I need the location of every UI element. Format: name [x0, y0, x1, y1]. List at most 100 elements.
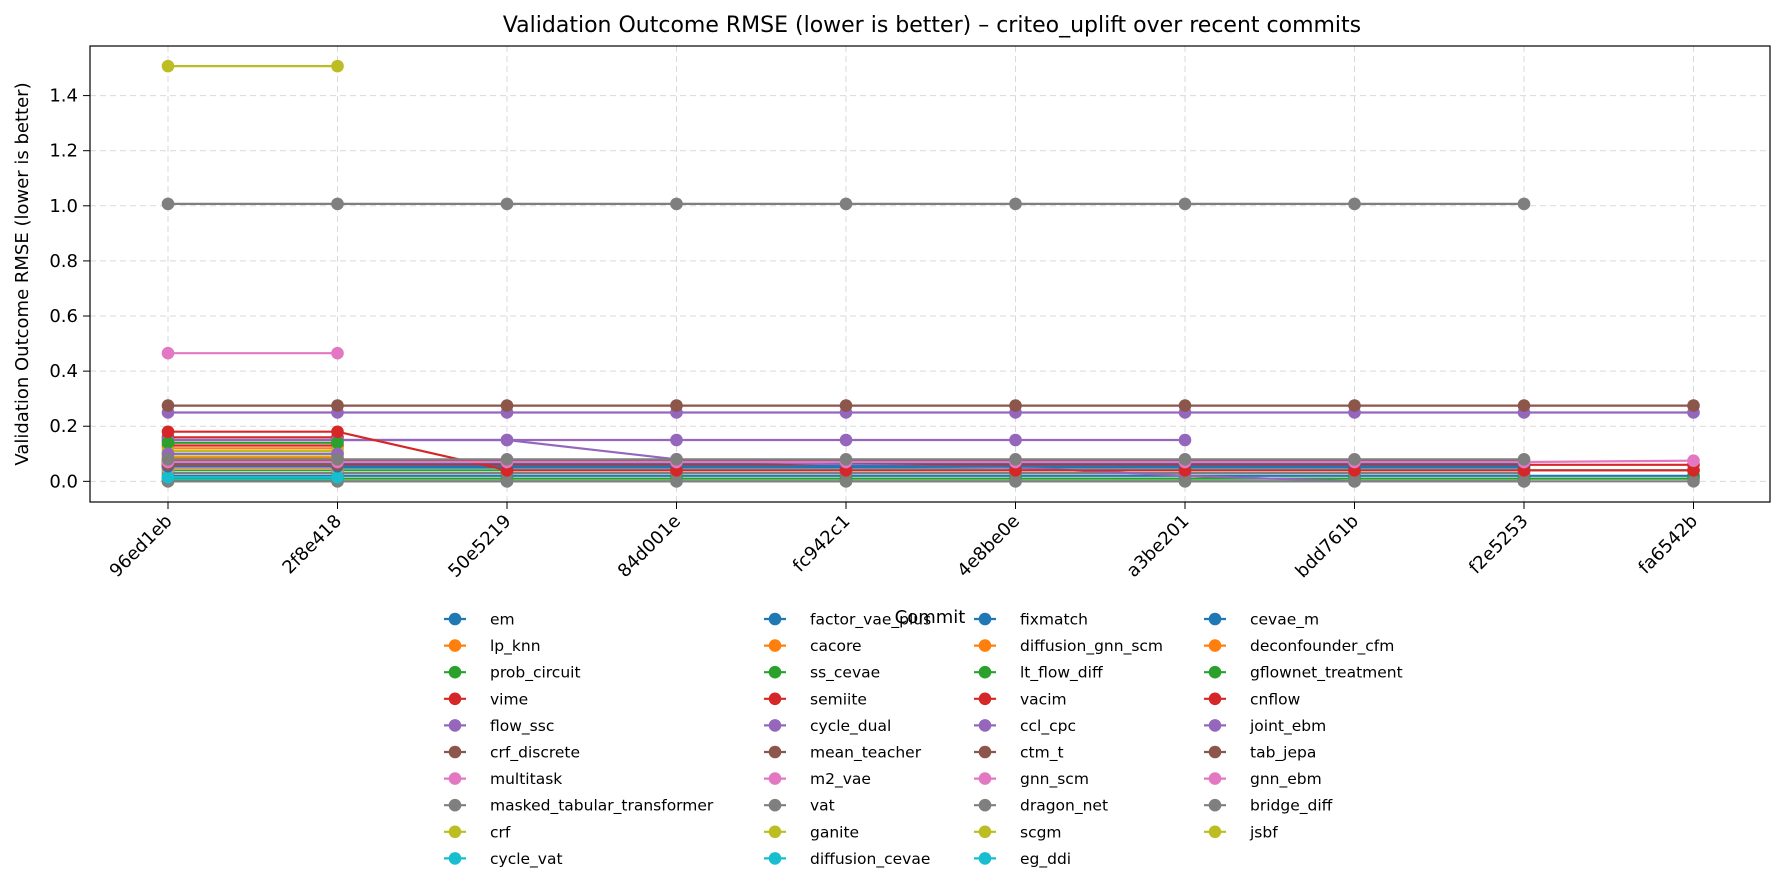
- legend-label: m2_vae: [810, 770, 871, 789]
- legend-marker: [448, 719, 462, 732]
- data-point: [1178, 197, 1192, 211]
- legend-item: m2_vae: [764, 770, 871, 789]
- data-point: [1009, 433, 1022, 447]
- legend-item: semiite: [764, 690, 867, 708]
- legend-item: lp_knn: [444, 637, 541, 656]
- legend-label: bridge_diff: [1250, 797, 1333, 816]
- legend-marker: [978, 825, 992, 839]
- data-point: [331, 452, 344, 466]
- data-point: [839, 399, 853, 412]
- legend-item: multitask: [444, 770, 562, 788]
- legend-marker: [978, 745, 992, 759]
- legend-item: cycle_dual: [764, 717, 891, 736]
- legend-marker: [1208, 692, 1222, 706]
- legend-label: masked_tabular_transformer: [490, 797, 714, 816]
- legend-item: cacore: [764, 637, 862, 655]
- legend-label: crf_discrete: [490, 744, 580, 763]
- data-point: [1517, 399, 1531, 412]
- legend-label: cevae_m: [1250, 611, 1319, 630]
- y-tick-label: 1.4: [49, 86, 78, 107]
- legend-marker: [978, 719, 992, 732]
- legend-label: ctm_t: [1020, 744, 1064, 763]
- legend-marker: [448, 852, 462, 865]
- x-tick-label: a3be201: [1123, 511, 1194, 582]
- data-point: [161, 452, 175, 466]
- data-point: [161, 425, 175, 439]
- data-point: [500, 475, 514, 488]
- series-line: [168, 430, 1694, 472]
- legend-label: scgm: [1020, 823, 1062, 841]
- legend-item: gflownet_treatment: [1204, 664, 1403, 683]
- x-tick-label: 50e5219: [444, 511, 515, 582]
- series-cnflow: [161, 425, 1700, 477]
- legend-label: tab_jepa: [1250, 744, 1316, 763]
- data-point: [161, 197, 175, 211]
- legend-marker: [1208, 665, 1222, 679]
- data-point: [331, 59, 344, 73]
- y-tick-label: 0.0: [49, 471, 78, 492]
- data-point: [331, 399, 344, 412]
- legend-label: em: [490, 611, 515, 629]
- legend-item: vat: [764, 797, 835, 815]
- chart-title: Validation Outcome RMSE (lower is better…: [503, 13, 1361, 38]
- data-point: [670, 399, 683, 412]
- data-point: [500, 197, 514, 211]
- legend-marker: [768, 612, 782, 626]
- data-point: [161, 470, 175, 484]
- legend-item: eg_ddi: [974, 850, 1071, 869]
- legend-marker: [448, 772, 462, 785]
- x-tick-label: 2f8e418: [278, 511, 346, 579]
- data-point: [500, 433, 514, 447]
- data-point: [1348, 399, 1361, 412]
- legend-item: deconfounder_cfm: [1204, 637, 1394, 656]
- y-tick-label: 0.8: [49, 251, 78, 272]
- legend-label: fixmatch: [1020, 611, 1088, 629]
- legend-item: em: [444, 611, 515, 629]
- legend-label: dragon_net: [1020, 797, 1108, 816]
- legend-label: prob_circuit: [490, 664, 581, 683]
- legend-marker: [978, 612, 992, 626]
- data-point: [331, 346, 344, 360]
- legend-item: crf: [444, 823, 511, 841]
- legend-label: ss_cevae: [810, 664, 880, 683]
- legend-marker: [978, 639, 992, 652]
- legend-item: dragon_net: [974, 797, 1108, 816]
- legend-label: lt_flow_diff: [1020, 664, 1103, 683]
- data-point: [161, 346, 175, 360]
- data-point: [1517, 452, 1531, 466]
- legend-item: lt_flow_diff: [974, 664, 1103, 683]
- data-point: [1009, 475, 1022, 488]
- legend-item: scgm: [974, 823, 1062, 841]
- legend-marker: [978, 772, 992, 785]
- data-point: [331, 470, 344, 484]
- data-point: [839, 452, 853, 466]
- legend-label: joint_ebm: [1249, 717, 1326, 736]
- data-point: [1348, 452, 1361, 466]
- data-point: [670, 197, 683, 211]
- x-tick-label: 96ed1eb: [106, 511, 177, 582]
- legend-marker: [768, 692, 782, 706]
- legend-item: jsbf: [1204, 823, 1278, 841]
- data-point: [1009, 197, 1022, 211]
- legend-label: gnn_ebm: [1250, 770, 1322, 789]
- legend-marker: [448, 825, 462, 839]
- legend-marker: [768, 665, 782, 679]
- x-tick-label: f2e5253: [1465, 511, 1533, 579]
- legend-item: cnflow: [1204, 690, 1301, 708]
- legend-marker: [1208, 825, 1222, 839]
- x-tick-label: fa6542b: [1634, 511, 1702, 579]
- data-point: [839, 475, 853, 488]
- legend-item: vacim: [974, 690, 1067, 708]
- legend-marker: [1208, 639, 1222, 652]
- y-axis: 0.0 0.2 0.4 0.6 0.8 1.0 1.2 1.4: [49, 86, 90, 492]
- legend-item: cycle_vat: [444, 850, 563, 869]
- legend-item: prob_circuit: [444, 664, 581, 683]
- series-lines: [161, 59, 1700, 488]
- legend-item: joint_ebm: [1204, 717, 1326, 736]
- legend-marker: [448, 692, 462, 706]
- legend-label: multitask: [490, 770, 562, 788]
- legend-label: gnn_scm: [1020, 770, 1089, 789]
- legend-item: flow_ssc: [444, 717, 554, 736]
- legend-marker: [768, 798, 782, 812]
- legend-item: tab_jepa: [1204, 744, 1316, 763]
